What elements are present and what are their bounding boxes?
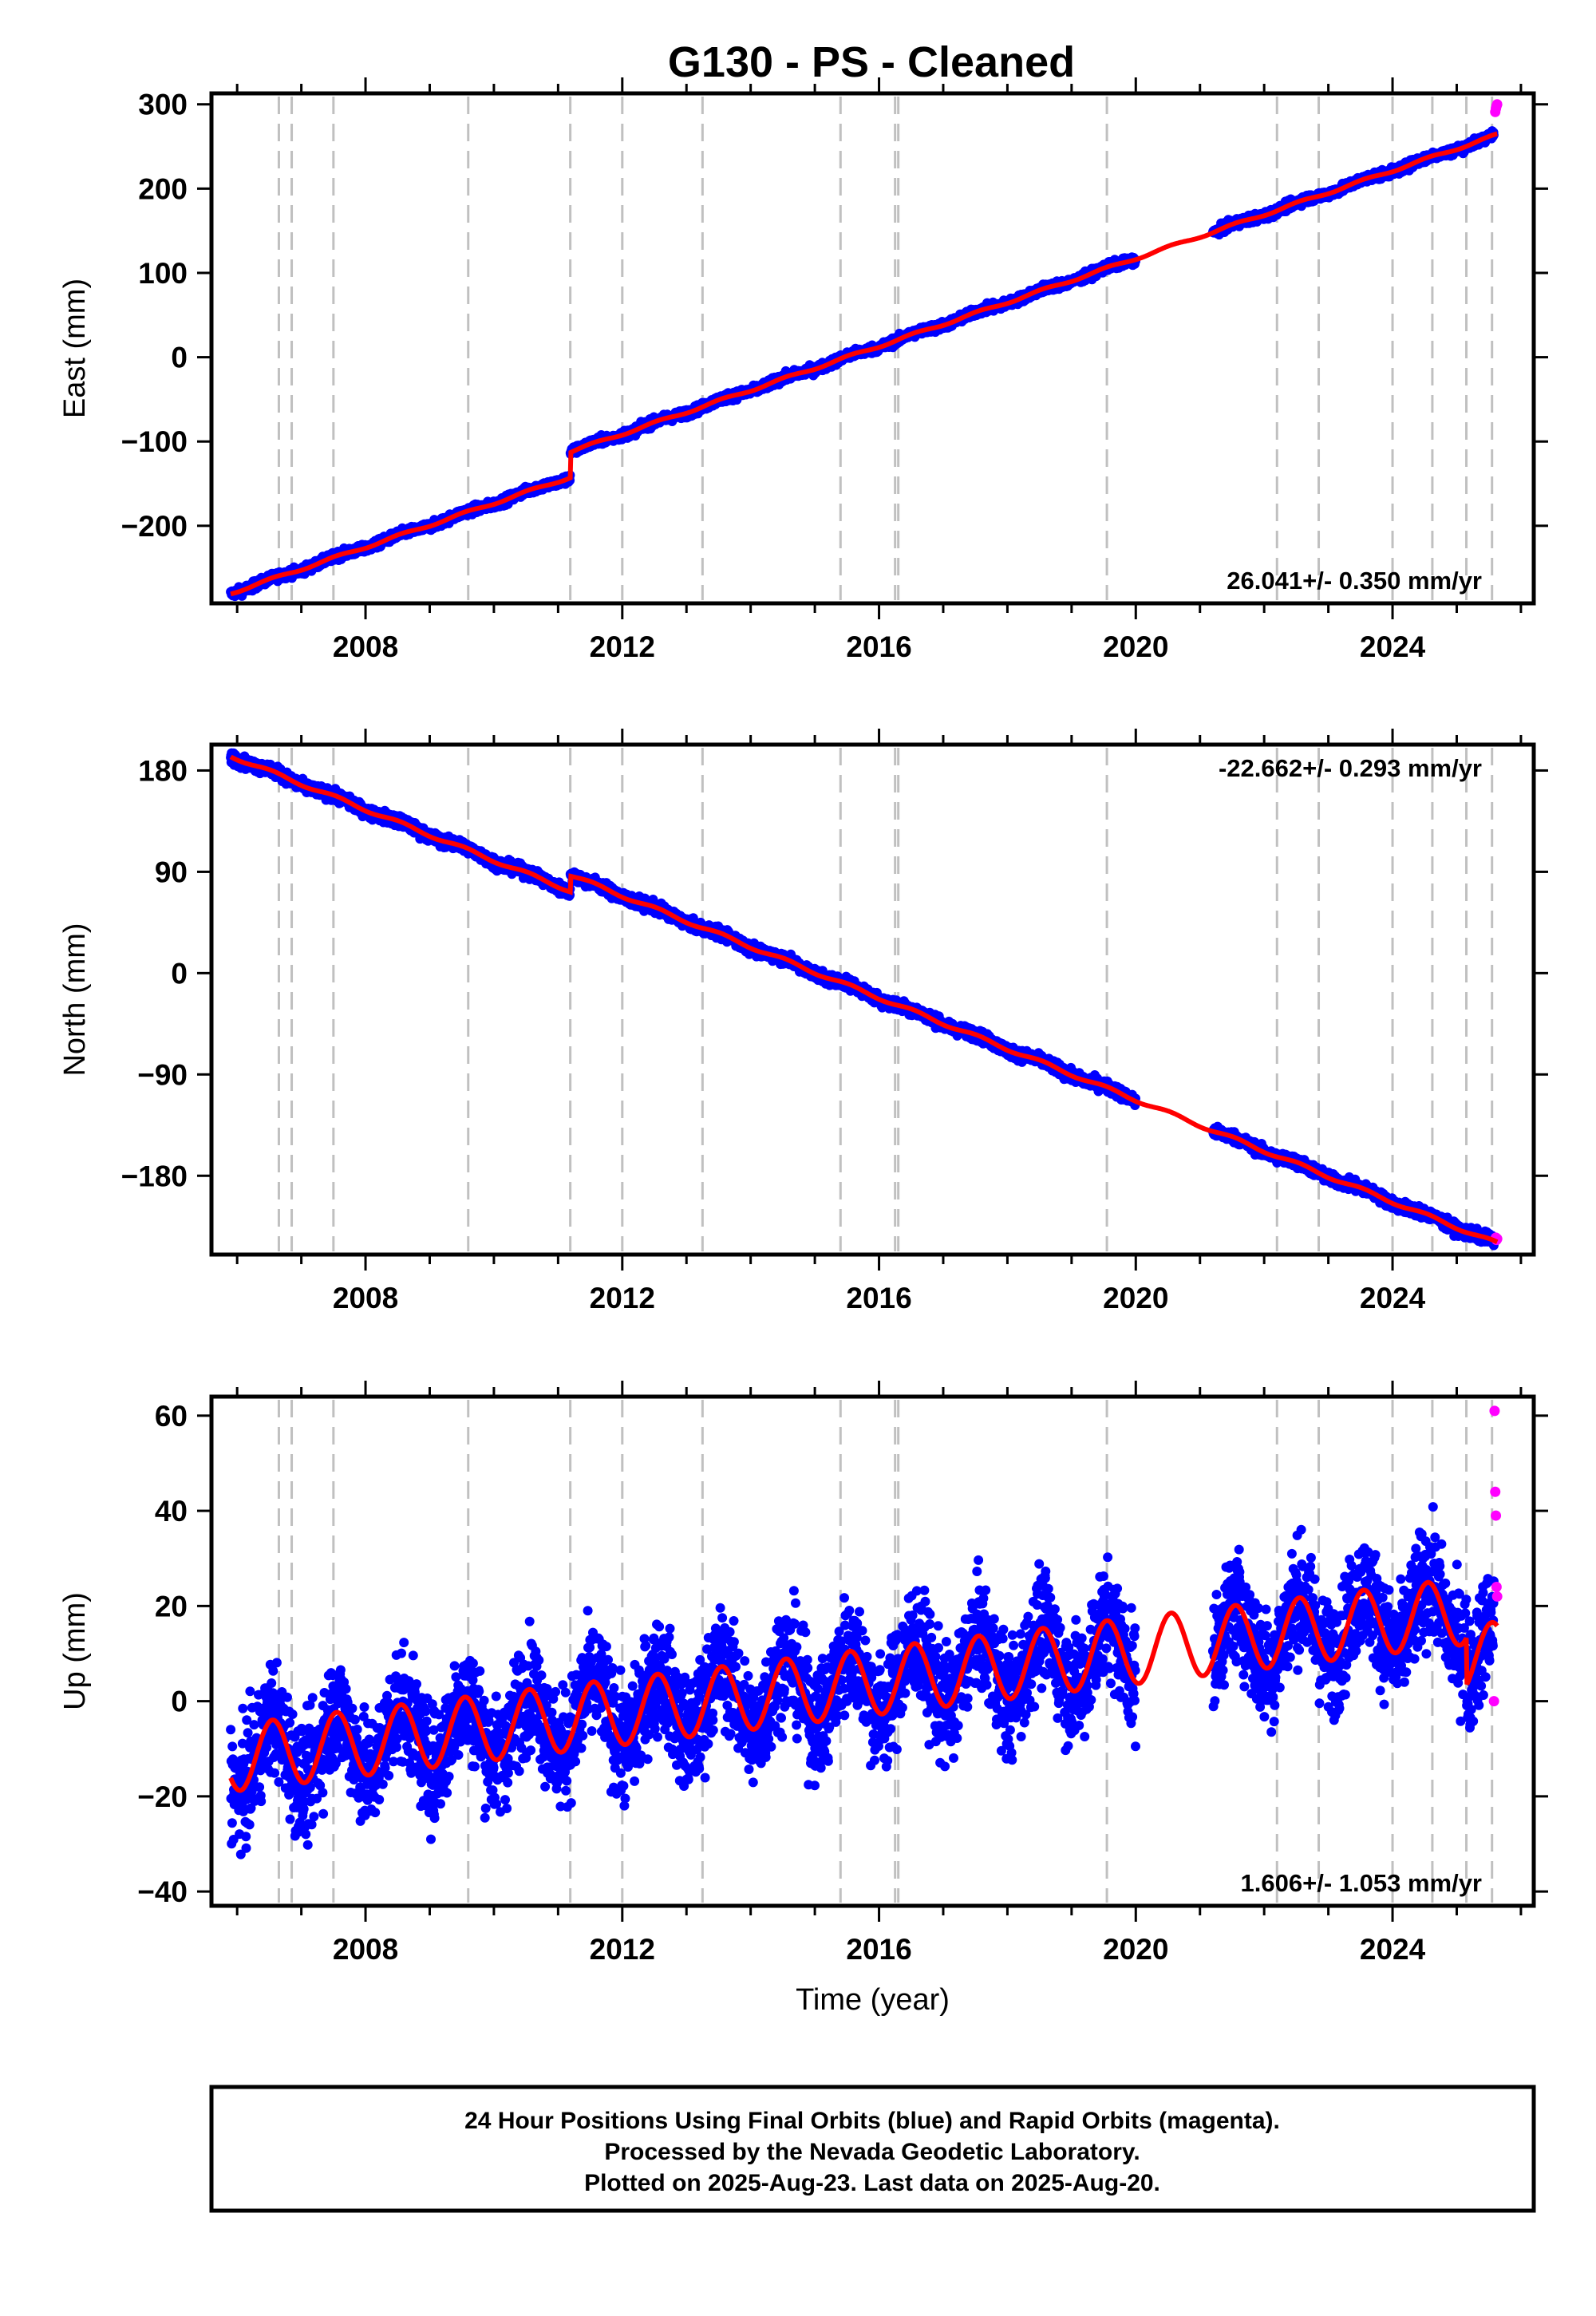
rapid-orbit-point [1488,1696,1499,1707]
rate-label: 1.606+/- 1.053 mm/yr [1241,1869,1482,1897]
x-tick-label: 2016 [846,1282,911,1314]
east-panel: 2008 2012 2016 2020 2024 −200 −100 0 100 200 300 Ea… [58,77,1548,663]
x-tick-label: 2024 [1360,1282,1426,1314]
plot-frame [209,91,1536,606]
plot-frame [209,742,1536,1257]
y-tick-label: 90 [155,856,188,888]
x-tick-label: 2012 [590,1282,655,1314]
final-orbit-points [226,126,1499,602]
footer-line-2: Processed by the Nevada Geodetic Laborat… [604,2139,1140,2165]
y-tick-label: 100 [138,257,188,290]
y-tick-label: −90 [137,1058,188,1091]
rapid-orbit-point [1490,1486,1501,1497]
x-tick-label: 2008 [333,1933,398,1966]
y-tick-label: 20 [155,1590,188,1622]
model-curve [228,1579,1499,1793]
y-tick-label: 0 [171,957,188,990]
footer-line-3: Plotted on 2025-Aug-23. Last data on 202… [584,2170,1160,2196]
final-orbit-points [226,748,1499,1251]
y-tick-label: −180 [121,1160,188,1192]
x-tick-label: 2020 [1103,1282,1168,1314]
y-tick-label: −40 [137,1875,188,1908]
x-tick-label: 2016 [846,630,911,663]
y-tick-label: 0 [171,1686,188,1718]
y-tick-label: 200 [138,172,188,205]
y-tick-label: 60 [155,1400,188,1433]
rate-label: -22.662+/- 0.293 mm/yr [1219,754,1482,782]
rapid-orbit-point [1489,1405,1500,1417]
x-tick-label: 2024 [1360,630,1426,663]
y-tick-label: 40 [155,1495,188,1528]
x-tick-label: 2024 [1360,1933,1426,1966]
rapid-orbit-point [1491,99,1503,110]
rapid-orbit-point [1491,1582,1502,1593]
footer-box: 24 Hour Positions Using Final Orbits (bl… [209,2085,1536,2213]
y-tick-label: −200 [121,510,188,543]
footer-line-1: 24 Hour Positions Using Final Orbits (bl… [464,2108,1280,2134]
model-curve [230,131,1498,597]
x-tick-label: 2020 [1103,630,1168,663]
up-panel: 2008 2012 2016 2020 2024 −40 −20 0 20 40 60 Up (mm)… [58,1381,1548,2017]
y-tick-label: 180 [138,754,188,787]
y-tick-label: −100 [121,425,188,458]
x-tick-label: 2020 [1103,1933,1168,1966]
x-tick-label: 2008 [333,1282,398,1314]
y-axis-label: East (mm) [58,279,92,418]
footer-frame [209,2085,1536,2213]
y-tick-label: 300 [138,89,188,121]
x-tick-label: 2012 [590,630,655,663]
x-tick-label: 2008 [333,630,398,663]
rate-label: 26.041+/- 0.350 mm/yr [1227,567,1482,595]
plot-frame [209,1394,1536,1908]
model-curve [229,754,1499,1244]
figure-title: G130 - PS - Cleaned [668,38,1075,86]
rapid-orbit-point [1491,1510,1502,1521]
north-panel: 2008 2012 2016 2020 2024 −180 −90 0 90 180 North (… [58,729,1548,1314]
y-tick-label: 0 [171,342,188,374]
y-tick-label: −20 [137,1780,188,1813]
y-axis-label: North (mm) [58,923,92,1076]
y-axis-label: Up (mm) [58,1592,92,1710]
x-axis-label: Time (year) [796,1983,950,2017]
rapid-orbit-point [1491,1591,1503,1602]
x-tick-label: 2012 [590,1933,655,1966]
x-tick-label: 2016 [846,1933,911,1966]
final-orbit-points [226,1502,1499,1860]
